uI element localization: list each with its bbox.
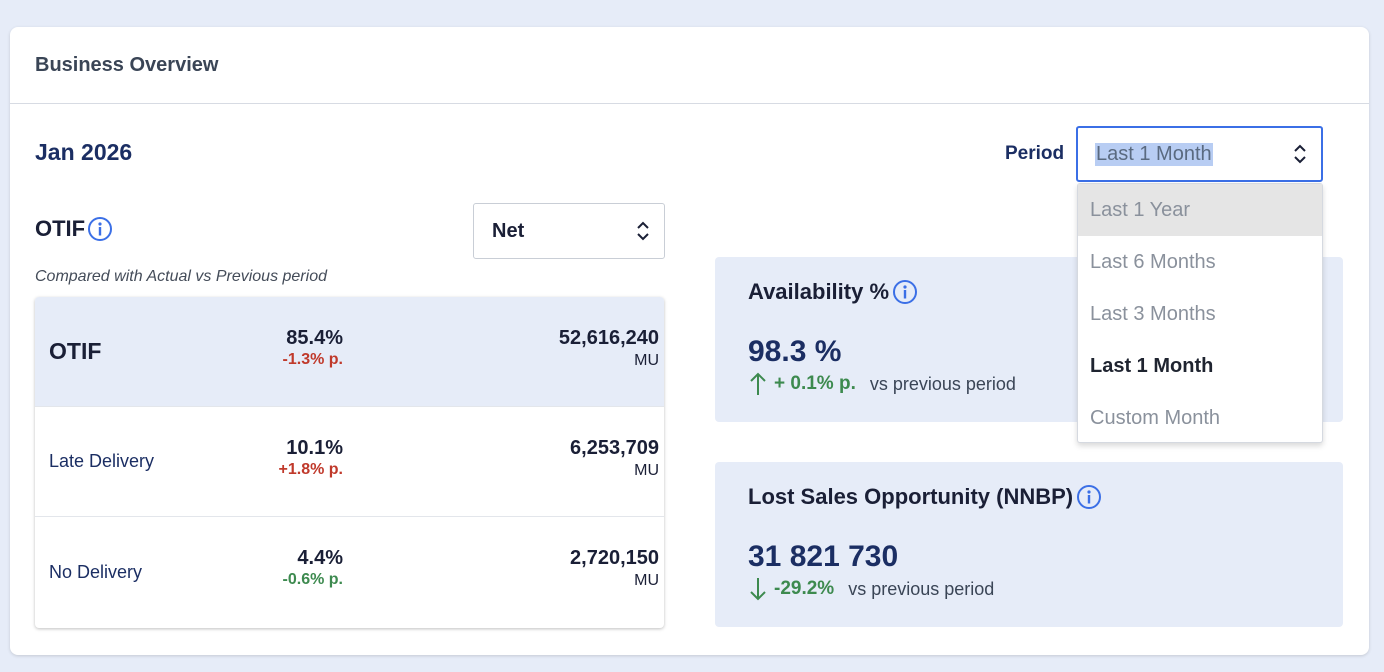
info-icon[interactable]	[87, 216, 113, 242]
row-pct-delta: -1.3% p.	[282, 351, 343, 368]
lost-sales-delta-value: -29.2%	[774, 578, 835, 599]
lost-sales-title: Lost Sales Opportunity (NNBP)	[748, 484, 1074, 509]
row-pct-value: 4.4%	[297, 547, 343, 569]
row-percentage: 10.1% +1.8% p.	[279, 437, 343, 481]
arrow-up-icon	[750, 372, 766, 395]
business-overview-card: Business Overview Jan 2026 Period Last 1…	[10, 27, 1369, 655]
row-pct-delta: -0.6% p.	[282, 571, 343, 588]
availability-value: 98.3 %	[748, 335, 842, 368]
row-percentage: 85.4% -1.3% p.	[283, 327, 343, 371]
lost-sales-delta: -29.2% vs previous period	[748, 576, 994, 602]
row-amount-value: 6,253,709	[570, 437, 659, 459]
period-option-last-3-months[interactable]: Last 3 Months	[1090, 302, 1216, 325]
table-row: No Delivery 4.4% -0.6% p. 2,720,150 MU	[35, 517, 664, 628]
row-amount-value: 52,616,240	[558, 327, 659, 349]
row-percentage: 4.4% -0.6% p.	[283, 547, 343, 591]
availability-delta-value: + 0.1% p.	[774, 373, 856, 394]
chevron-updown-icon	[1294, 144, 1306, 164]
availability-delta: + 0.1% p. vs previous period	[748, 371, 1016, 397]
row-amount: 52,616,240 MU	[559, 327, 659, 373]
card-header: Business Overview	[10, 27, 1369, 104]
row-pct-value: 85.4%	[286, 327, 343, 349]
net-select[interactable]: Net	[473, 203, 665, 259]
period-option-last-6-months[interactable]: Last 6 Months	[1090, 250, 1216, 273]
period-label: Period	[1005, 143, 1065, 164]
period-option-last-1-month[interactable]: Last 1 Month	[1090, 354, 1214, 377]
row-amount-unit: MU	[634, 572, 659, 589]
availability-heading: Availability %	[748, 279, 918, 305]
period-option-last-1-year[interactable]: Last 1 Year	[1078, 184, 1322, 236]
otif-table: OTIF 85.4% -1.3% p. 52,616,240 MU Late D…	[35, 297, 664, 628]
period-dropdown: Last 1 Year Last 6 Months Last 3 Months …	[1077, 183, 1323, 443]
otif-title: OTIF	[35, 216, 86, 241]
chevron-updown-icon	[637, 221, 649, 241]
row-pct-delta: +1.8% p.	[278, 461, 343, 478]
compare-note: Compared with Actual vs Previous period	[35, 268, 327, 285]
info-icon[interactable]	[892, 279, 918, 305]
card-title: Business Overview	[35, 53, 219, 76]
lost-sales-card: Lost Sales Opportunity (NNBP) 31 821 730…	[715, 462, 1343, 627]
row-amount-unit: MU	[634, 462, 659, 479]
row-pct-value: 10.1%	[286, 437, 343, 459]
month-label: Jan 2026	[35, 139, 133, 165]
arrow-down-icon	[750, 578, 766, 601]
row-amount-unit: MU	[634, 352, 659, 369]
lost-sales-vs-label: vs previous period	[848, 578, 995, 599]
row-label: No Delivery	[49, 562, 143, 582]
row-label: Late Delivery	[49, 451, 155, 471]
row-amount: 2,720,150 MU	[570, 547, 659, 593]
table-row: Late Delivery 10.1% +1.8% p. 6,253,709 M…	[35, 407, 664, 517]
period-select[interactable]: Last 1 Month	[1076, 126, 1323, 182]
lost-sales-heading: Lost Sales Opportunity (NNBP)	[748, 484, 1102, 510]
period-select-value: Last 1 Month	[1095, 142, 1213, 166]
period-option-custom-month[interactable]: Custom Month	[1090, 406, 1221, 429]
availability-title: Availability %	[748, 279, 890, 304]
row-label: OTIF	[49, 338, 102, 364]
table-row: OTIF 85.4% -1.3% p. 52,616,240 MU	[35, 297, 664, 407]
net-select-value: Net	[492, 219, 525, 242]
availability-vs-label: vs previous period	[869, 373, 1016, 394]
otif-heading: OTIF	[35, 216, 113, 242]
lost-sales-value: 31 821 730	[748, 540, 899, 573]
row-amount: 6,253,709 MU	[570, 437, 659, 483]
info-icon[interactable]	[1076, 484, 1102, 510]
row-amount-value: 2,720,150	[570, 547, 659, 569]
